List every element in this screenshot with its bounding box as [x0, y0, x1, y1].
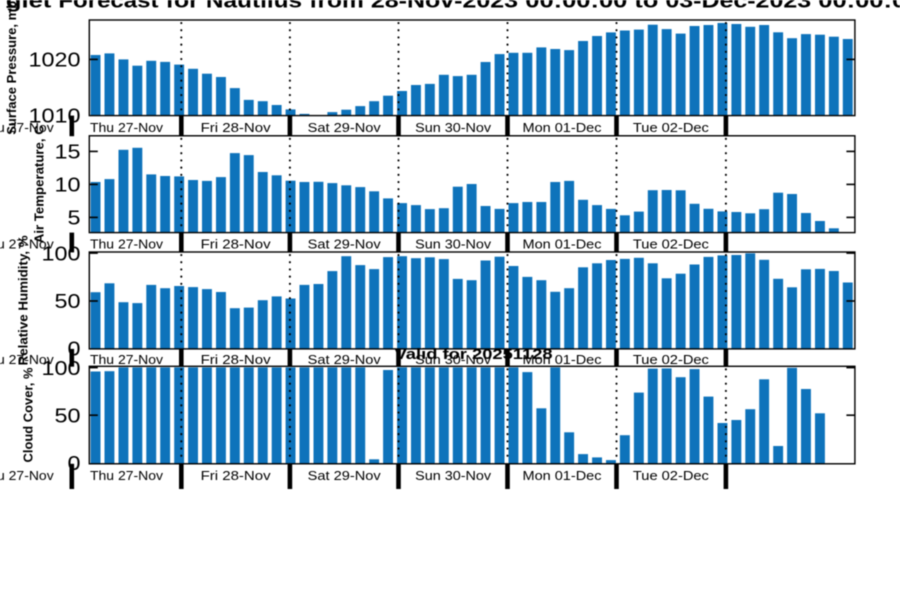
- svg-text:Sun 30-Nov: Sun 30-Nov: [415, 237, 492, 251]
- svg-text:Tue 02-Dec: Tue 02-Dec: [633, 237, 709, 251]
- svg-text:Forecast: Forecast: [58, 0, 158, 13]
- svg-text:Thu 27-Nov: Thu 27-Nov: [0, 353, 54, 367]
- svg-text:Thu 27-Nov: Thu 27-Nov: [0, 469, 54, 483]
- svg-text:50: 50: [55, 291, 81, 313]
- svg-text:Thu 27-Nov: Thu 27-Nov: [90, 353, 164, 367]
- svg-text:Thu 27-Nov: Thu 27-Nov: [0, 121, 54, 135]
- svg-text:Sat 29-Nov: Sat 29-Nov: [308, 121, 382, 135]
- svg-text:Sat 29-Nov: Sat 29-Nov: [308, 469, 382, 483]
- svg-text:Mon 01-Dec: Mon 01-Dec: [523, 469, 602, 483]
- svg-text:Sat 29-Nov: Sat 29-Nov: [308, 353, 382, 367]
- svg-text:Tue 02-Dec: Tue 02-Dec: [633, 121, 709, 135]
- svg-text:Surface Pressure, mb: Surface Pressure, mb: [4, 1, 19, 135]
- svg-text:Mon 01-Dec: Mon 01-Dec: [523, 237, 602, 251]
- svg-text:Sun 30-Nov: Sun 30-Nov: [415, 353, 492, 367]
- svg-text:Tue 02-Dec: Tue 02-Dec: [633, 469, 709, 483]
- svg-text:to: to: [634, 0, 658, 13]
- svg-text:Thu 27-Nov: Thu 27-Nov: [90, 237, 164, 251]
- svg-text:Thu 27-Nov: Thu 27-Nov: [90, 469, 164, 483]
- svg-text:Thu 27-Nov: Thu 27-Nov: [90, 121, 164, 135]
- svg-text:00:00:00: 00:00:00: [525, 0, 627, 13]
- svg-text:28-Nov-2023: 28-Nov-2023: [371, 0, 518, 13]
- svg-text:Fri 28-Nov: Fri 28-Nov: [201, 469, 272, 483]
- svg-text:03-Dec-2023: 03-Dec-2023: [665, 0, 811, 13]
- svg-text:1020: 1020: [29, 50, 81, 72]
- svg-text:Air Temperature, C: Air Temperature, C: [32, 125, 47, 243]
- svg-text:Mon 01-Dec: Mon 01-Dec: [523, 353, 602, 367]
- svg-text:Sun 30-Nov: Sun 30-Nov: [415, 121, 492, 135]
- svg-text:1010: 1010: [29, 106, 81, 128]
- svg-text:Relative Humidity, %: Relative Humidity, %: [16, 235, 31, 365]
- svg-text:Thu 27-Nov: Thu 27-Nov: [0, 237, 54, 251]
- svg-text:Sun 30-Nov: Sun 30-Nov: [415, 469, 492, 483]
- svg-text:for: for: [166, 0, 199, 13]
- svg-text:Cloud Cover, %: Cloud Cover, %: [21, 367, 36, 462]
- svg-text:15: 15: [55, 142, 81, 164]
- svg-text:Tue 02-Dec: Tue 02-Dec: [633, 353, 709, 367]
- svg-text:Fri 28-Nov: Fri 28-Nov: [201, 353, 272, 367]
- svg-text:Fri 28-Nov: Fri 28-Nov: [201, 121, 272, 135]
- svg-text:from: from: [309, 0, 364, 13]
- svg-text:Nautilus: Nautilus: [206, 0, 302, 13]
- svg-text:00:00:00: 00:00:00: [818, 0, 900, 13]
- svg-text:Mon 01-Dec: Mon 01-Dec: [523, 121, 602, 135]
- svg-text:Sat 29-Nov: Sat 29-Nov: [308, 237, 382, 251]
- svg-text:5: 5: [68, 208, 81, 230]
- svg-text:50: 50: [55, 405, 81, 427]
- svg-text:Valid for 20251128: Valid for 20251128: [395, 347, 553, 363]
- svg-text:10: 10: [55, 175, 81, 197]
- svg-text:Fri 28-Nov: Fri 28-Nov: [201, 237, 272, 251]
- svg-text:glet: glet: [6, 0, 52, 13]
